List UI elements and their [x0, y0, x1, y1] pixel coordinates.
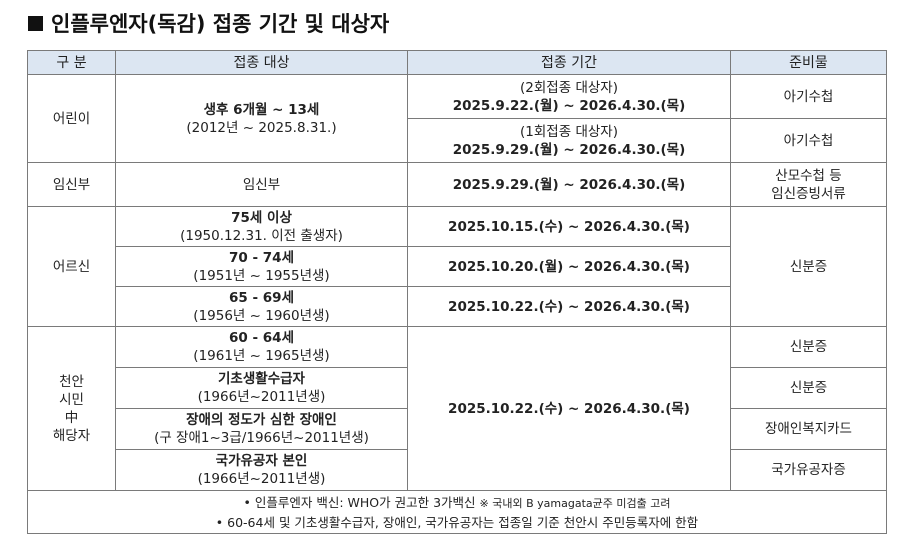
period-cell: (2회접종 대상자) 2025.9.22.(월) ~ 2026.4.30.(목): [407, 74, 731, 119]
prep-cell: 산모수첩 등 임신증빙서류: [730, 162, 887, 207]
footer-row: • 인플루엔자 백신: WHO가 권고한 3가백신 ※ 국내외 B yamaga…: [27, 490, 887, 534]
group-cell: 어르신: [27, 206, 116, 327]
target: 65 - 69세: [229, 289, 294, 306]
target-cell: 생후 6개월 ~ 13세 (2012년 ~ 2025.8.31.): [115, 74, 408, 163]
dose-note: (1회접종 대상자): [520, 123, 618, 140]
prep-cell: 아기수첩: [730, 118, 887, 163]
prep-cell: 아기수첩: [730, 74, 887, 119]
prep-cell: 장애인복지카드: [730, 408, 887, 450]
prep-cell: 신분증: [730, 326, 887, 368]
row: 기초생활수급자 (1966년~2011년생) 신분증: [28, 367, 887, 409]
period-cell: 2025.10.15.(수) ~ 2026.4.30.(목): [407, 206, 731, 247]
prep-cell: 신분증: [730, 367, 887, 409]
period: 2025.10.22.(수) ~ 2026.4.30.(목): [448, 400, 690, 417]
group-line: 해당자: [52, 427, 91, 444]
target-range: (1966년~2011년생): [197, 471, 326, 487]
footnote-text: • 인플루엔자 백신: WHO가 권고한 3가백신: [243, 494, 476, 510]
header-row: 구 분 접종 대상 접종 기간 준비물: [27, 50, 887, 75]
footnote-note: ※ 국내외 B yamagata균주 미검출 고려: [479, 496, 671, 510]
period: 2025.9.29.(월) ~ 2026.4.30.(목): [452, 141, 686, 158]
dose-note: (2회접종 대상자): [520, 79, 618, 96]
target-range: (1966년~2011년생): [197, 389, 326, 405]
group-line: 中: [64, 409, 79, 426]
target-range: (1961년 ~ 1965년생): [193, 348, 330, 364]
header-cell: 준비물: [730, 50, 887, 75]
bullet-square: [28, 15, 43, 31]
target-cell: 기초생활수급자 (1966년~2011년생): [115, 367, 408, 409]
title-row: 인플루엔자(독감) 접종 기간 및 대상자: [28, 8, 389, 38]
target-range: (구 장애1~3급/1966년~2011년생): [154, 430, 369, 446]
group-cell: 천안 시민 中 해당자: [27, 326, 116, 491]
target-cell: 75세 이상 (1950.12.31. 이전 출생자): [115, 206, 408, 247]
prep-line: 임신증빙서류: [771, 185, 846, 202]
period-cell: 2025.10.20.(월) ~ 2026.4.30.(목): [407, 246, 731, 287]
footnote-cell: • 인플루엔자 백신: WHO가 권고한 3가백신 ※ 국내외 B yamaga…: [27, 490, 887, 534]
header-cell: 구 분: [27, 50, 116, 75]
target-range: (1956년 ~ 1960년생): [193, 307, 330, 324]
target-cell: 국가유공자 본인 (1966년~2011년생): [115, 449, 408, 491]
row: 천안 시민 中 해당자 60 - 64세 (1961년 ~ 1965년생) 2025.1…: [27, 326, 887, 491]
group-line: 천안: [59, 373, 84, 390]
row: 70 - 74세 (1951년 ~ 1955년생) 2025.10.20.(월) …: [28, 246, 887, 287]
target-cell: 임신부: [115, 162, 408, 207]
period-cell: 2025.10.22.(수) ~ 2026.4.30.(목): [407, 326, 731, 491]
prep-cell: 국가유공자증: [730, 449, 887, 491]
period-cell: 2025.10.22.(수) ~ 2026.4.30.(목): [407, 286, 731, 327]
footnote: • 인플루엔자 백신: WHO가 권고한 3가백신 ※ 국내외 B yamaga…: [30, 493, 884, 513]
target: 기초생활수급자: [218, 371, 305, 387]
group-line: 시민: [59, 391, 84, 408]
period: 2025.9.29.(월) ~ 2026.4.30.(목): [452, 176, 686, 193]
target-range: (1951년 ~ 1955년생): [193, 267, 330, 284]
group-cell: 임신부: [27, 162, 116, 207]
title: 인플루엔자(독감) 접종 기간 및 대상자: [51, 12, 390, 36]
period: 2025.10.20.(월) ~ 2026.4.30.(목): [448, 258, 690, 275]
row: 어린이 생후 6개월 ~ 13세 (2012년 ~ 2025.8.31.) (2회…: [27, 74, 887, 163]
target: 70 - 74세: [229, 249, 294, 266]
target-range: (1950.12.31. 이전 출생자): [180, 227, 343, 244]
target-cell: 60 - 64세 (1961년 ~ 1965년생): [115, 326, 408, 368]
row: 65 - 69세 (1956년 ~ 1960년생) 2025.10.22.(수) …: [28, 286, 887, 327]
prep-line: 산모수첩 등: [775, 167, 842, 184]
prep-cell: 신분증: [730, 206, 887, 327]
target: 60 - 64세: [229, 330, 294, 346]
row: (1회접종 대상자) 2025.9.29.(월) ~ 2026.4.30.(목) …: [28, 118, 887, 163]
target: 장애의 정도가 심한 장애인: [186, 412, 337, 428]
row: 장애의 정도가 심한 장애인 (구 장애1~3급/1966년~2011년생) 장애…: [28, 408, 887, 450]
header-cell: 접종 기간: [407, 50, 731, 75]
period: 2025.10.22.(수) ~ 2026.4.30.(목): [448, 298, 690, 315]
target-range: (2012년 ~ 2025.8.31.): [186, 119, 337, 136]
target-cell: 70 - 74세 (1951년 ~ 1955년생): [115, 246, 408, 287]
period-cell: (1회접종 대상자) 2025.9.29.(월) ~ 2026.4.30.(목): [407, 118, 731, 163]
footnote: • 60-64세 및 기초생활수급자, 장애인, 국가유공자는 접종일 기준 천…: [215, 514, 699, 530]
row: 임신부 임신부 2025.9.29.(월) ~ 2026.4.30.(목) 산모…: [27, 162, 887, 207]
row: 어르신 75세 이상 (1950.12.31. 이전 출생자) 2025.10.1…: [27, 206, 887, 327]
period: 2025.9.22.(월) ~ 2026.4.30.(목): [452, 97, 686, 114]
period: 2025.10.15.(수) ~ 2026.4.30.(목): [448, 218, 690, 235]
group-cell: 어린이: [27, 74, 116, 163]
target-cell: 장애의 정도가 심한 장애인 (구 장애1~3급/1966년~2011년생): [115, 408, 408, 450]
schedule-table: 구 분 접종 대상 접종 기간 준비물 어린이 생후 6개월 ~ 13세 (201…: [27, 50, 887, 534]
period-cell: 2025.9.29.(월) ~ 2026.4.30.(목): [407, 162, 731, 207]
target: 생후 6개월 ~ 13세: [203, 101, 320, 118]
target: 75세 이상: [231, 209, 292, 226]
header-cell: 접종 대상: [115, 50, 408, 75]
target-cell: 65 - 69세 (1956년 ~ 1960년생): [115, 286, 408, 327]
target: 국가유공자 본인: [215, 453, 308, 469]
